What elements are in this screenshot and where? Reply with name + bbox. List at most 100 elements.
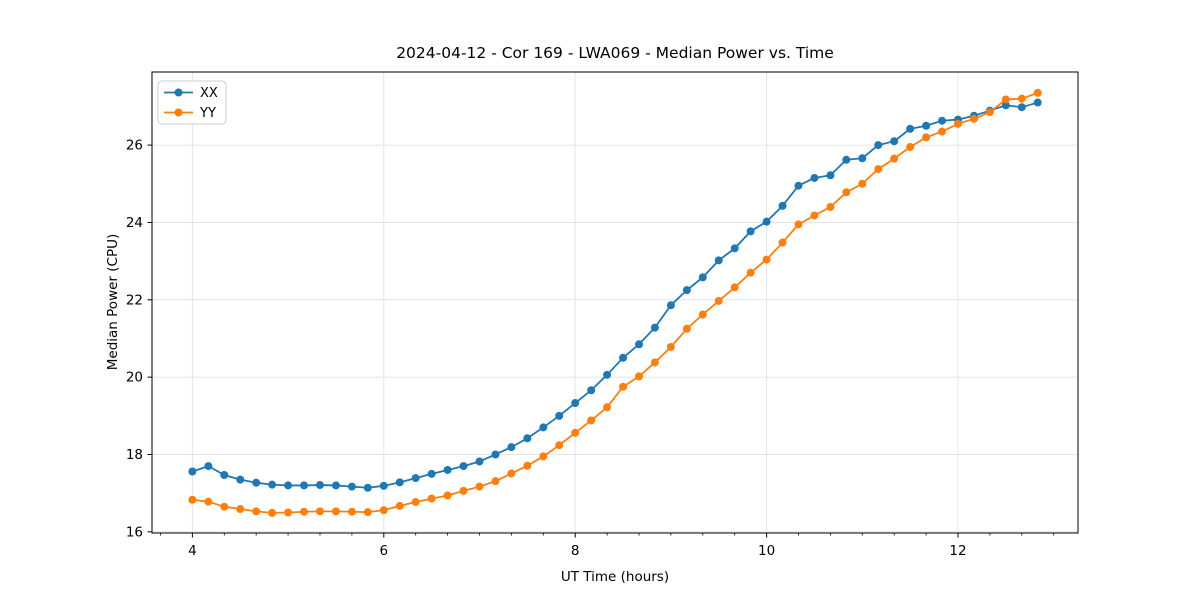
data-point bbox=[188, 495, 197, 504]
data-point bbox=[443, 491, 452, 500]
data-point bbox=[555, 411, 564, 420]
data-point bbox=[714, 256, 723, 265]
data-point bbox=[666, 301, 675, 310]
data-point bbox=[427, 469, 436, 478]
data-point bbox=[379, 481, 388, 490]
data-point bbox=[491, 477, 500, 486]
data-point bbox=[682, 286, 691, 295]
data-point bbox=[539, 423, 548, 432]
data-point bbox=[810, 211, 819, 220]
data-point bbox=[842, 188, 851, 197]
data-point bbox=[1001, 101, 1010, 110]
data-point bbox=[507, 443, 516, 452]
data-point bbox=[826, 202, 835, 211]
x-tick-label-8: 8 bbox=[571, 543, 580, 559]
x-tick-label-10: 10 bbox=[758, 543, 775, 559]
data-point bbox=[507, 469, 516, 478]
data-point bbox=[204, 462, 213, 471]
data-point bbox=[682, 324, 691, 333]
y-tick-label-26: 26 bbox=[126, 138, 143, 154]
data-point bbox=[762, 255, 771, 264]
data-point bbox=[650, 358, 659, 367]
x-tick-label-6: 6 bbox=[379, 543, 388, 559]
data-point bbox=[284, 508, 293, 517]
data-point bbox=[635, 372, 644, 381]
y-tick-label-18: 18 bbox=[126, 447, 143, 463]
data-point bbox=[1017, 94, 1026, 103]
chart-title: 2024-04-12 - Cor 169 - LWA069 - Median P… bbox=[396, 44, 834, 62]
data-point bbox=[985, 108, 994, 117]
data-point bbox=[252, 507, 261, 516]
data-point bbox=[666, 342, 675, 351]
data-point bbox=[938, 116, 947, 125]
data-point bbox=[443, 465, 452, 474]
data-point bbox=[395, 501, 404, 510]
data-point bbox=[315, 481, 324, 490]
x-tick-label-4: 4 bbox=[188, 543, 197, 559]
data-point bbox=[459, 462, 468, 471]
data-point bbox=[300, 481, 309, 490]
data-point bbox=[379, 506, 388, 515]
legend-label-xx: XX bbox=[200, 86, 218, 101]
data-point bbox=[555, 441, 564, 450]
data-point bbox=[603, 403, 612, 412]
data-point bbox=[204, 497, 213, 506]
data-point bbox=[714, 296, 723, 305]
data-point bbox=[300, 507, 309, 516]
data-point bbox=[427, 494, 436, 503]
legend: XX YY bbox=[157, 80, 227, 125]
data-point bbox=[411, 498, 420, 507]
data-point bbox=[459, 486, 468, 495]
data-point bbox=[347, 507, 356, 516]
data-point bbox=[1017, 103, 1026, 112]
data-point bbox=[922, 121, 931, 130]
data-point bbox=[220, 502, 229, 511]
data-point bbox=[890, 137, 899, 146]
data-point bbox=[906, 124, 915, 133]
data-point bbox=[730, 283, 739, 292]
data-point bbox=[922, 133, 931, 142]
data-point bbox=[363, 508, 372, 517]
data-point bbox=[874, 165, 883, 174]
data-point bbox=[523, 434, 532, 443]
data-point bbox=[890, 154, 899, 163]
x-tick-label-12: 12 bbox=[949, 543, 966, 559]
gridlines bbox=[152, 72, 1078, 533]
data-point bbox=[698, 273, 707, 282]
data-point bbox=[475, 482, 484, 491]
data-point bbox=[858, 179, 867, 188]
x-axis-label: UT Time (hours) bbox=[561, 569, 669, 585]
data-point bbox=[268, 480, 277, 489]
data-point bbox=[1001, 95, 1010, 104]
data-point bbox=[587, 386, 596, 395]
y-tick-label-24: 24 bbox=[126, 215, 143, 231]
data-point bbox=[1033, 88, 1042, 97]
data-point bbox=[969, 114, 978, 123]
series-markers-yy bbox=[188, 88, 1042, 517]
y-tick-label-20: 20 bbox=[126, 370, 143, 386]
data-point bbox=[938, 127, 947, 136]
data-point bbox=[252, 478, 261, 487]
data-point bbox=[188, 467, 197, 476]
data-point bbox=[778, 238, 787, 247]
data-series bbox=[188, 88, 1042, 517]
data-point bbox=[778, 201, 787, 210]
plot-border bbox=[151, 71, 1079, 534]
y-axis-label: Median Power (CPU) bbox=[105, 234, 121, 370]
legend-item-xx: XX bbox=[164, 86, 218, 101]
legend-marker-xx bbox=[174, 88, 183, 97]
data-point bbox=[491, 450, 500, 459]
y-tick-label-16: 16 bbox=[126, 524, 143, 540]
legend-label-yy: YY bbox=[199, 106, 216, 121]
data-point bbox=[953, 119, 962, 128]
data-point bbox=[268, 508, 277, 517]
data-point bbox=[220, 470, 229, 479]
data-point bbox=[730, 244, 739, 253]
data-point bbox=[236, 475, 245, 484]
data-point bbox=[794, 181, 803, 190]
data-point bbox=[1033, 98, 1042, 107]
data-point bbox=[650, 323, 659, 332]
data-point bbox=[746, 227, 755, 236]
data-point bbox=[236, 505, 245, 514]
